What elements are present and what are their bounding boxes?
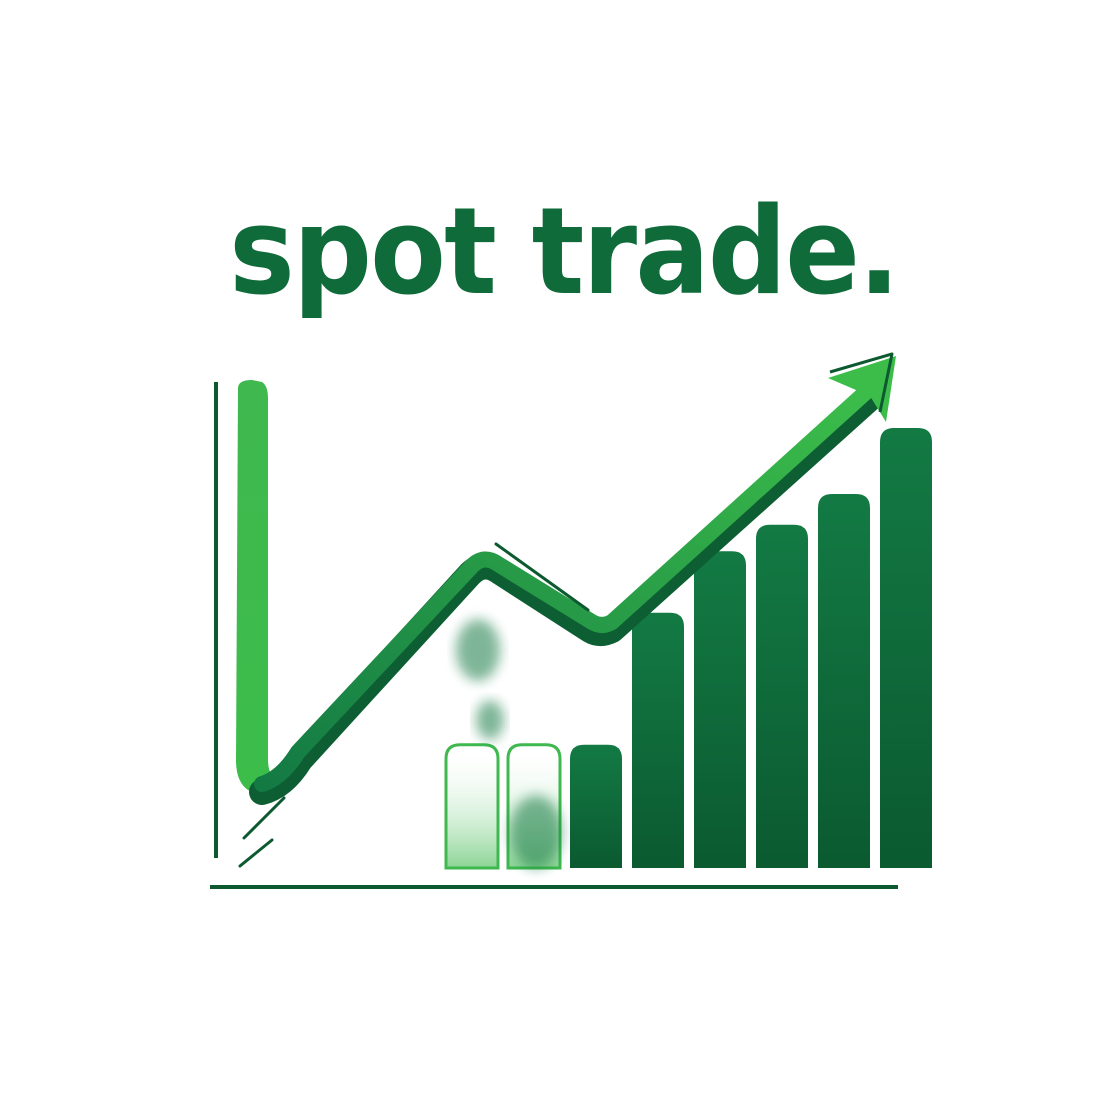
left-vertical-stroke (236, 380, 290, 796)
chart-bar (694, 551, 746, 868)
paint-smudge (476, 700, 504, 740)
chart-bar (632, 612, 684, 868)
chart-bar (756, 524, 808, 868)
paint-smudge (510, 795, 562, 869)
logo-wordmark-text: spot trade. (229, 183, 900, 322)
chart-bar (880, 428, 932, 868)
trend-outline-accent (238, 542, 590, 868)
faded-bar (444, 743, 500, 870)
logo-wordmark: spot trade. (200, 188, 920, 338)
trend-line (254, 384, 874, 792)
arrow-head-icon (828, 356, 896, 422)
chart-bar (570, 744, 622, 868)
faded-bars-group (444, 619, 562, 870)
paint-smudge (456, 619, 500, 681)
bars-group (570, 428, 932, 868)
arrow-head-outline (829, 352, 894, 413)
chart-bar (818, 494, 870, 868)
